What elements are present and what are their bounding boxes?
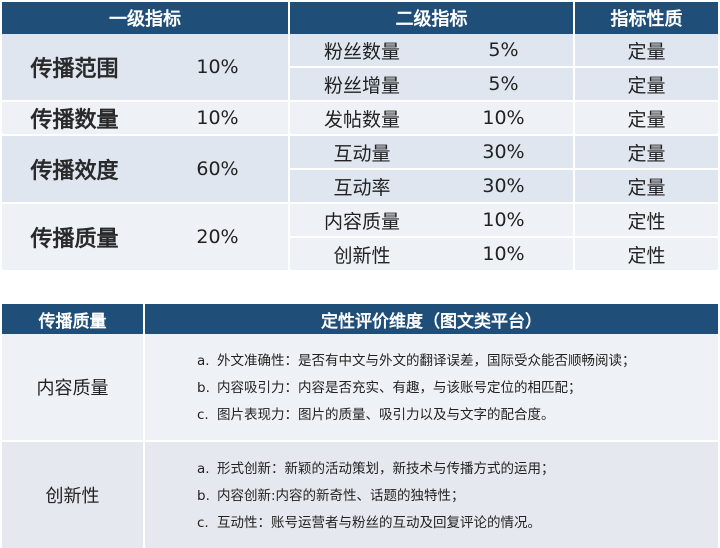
item-text: 内容创新:内容的新奇性、话题的独特性；	[217, 487, 465, 504]
list-item: b. 内容吸引力：内容是否充实、有趣，与该账号定位的相匹配；	[197, 375, 718, 402]
level1-weight: 60%	[147, 135, 289, 204]
indicator-header-row: 一级指标 二级指标 指标性质	[2, 2, 718, 34]
list-item: c. 互动性：账号运营者与粉丝的互动及回复评论的情况。	[197, 510, 718, 537]
level2-name: 粉丝增量	[288, 67, 434, 102]
level2-nature: 定性	[573, 203, 718, 238]
table-row: 互动率 30% 定量	[2, 169, 718, 204]
level2-weight: 30%	[434, 135, 574, 170]
table-row: 传播效度 60% 互动量 30% 定量	[2, 135, 718, 204]
table-row: 内容质量 a. 外文准确性：是否有中文与外文的翻译误差，国际受众能否顺畅阅读； b…	[2, 334, 718, 442]
level2-name: 互动量	[288, 135, 434, 170]
item-text: 互动性：账号运营者与粉丝的互动及回复评论的情况。	[217, 514, 541, 531]
level2-weight: 5%	[434, 67, 574, 102]
level2-name: 互动率	[288, 169, 434, 204]
level2-nature: 定性	[573, 237, 718, 272]
level1-weight: 20%	[147, 203, 289, 272]
level2-weight: 30%	[434, 169, 574, 204]
header-level2: 二级指标	[289, 2, 575, 34]
level2-weight: 10%	[434, 101, 574, 136]
criteria-list: a. 形式创新：新颖的活动策划，新技术与传播方式的运用； b. 内容创新:内容的新奇…	[144, 441, 718, 548]
category-name: 创新性	[2, 441, 145, 548]
item-marker: a.	[197, 352, 210, 369]
level2-name: 粉丝数量	[288, 34, 434, 68]
category-name: 内容质量	[2, 334, 145, 442]
qualitative-dimension-table: 传播质量 定性评价维度（图文类平台） 内容质量 a. 外文准确性：是否有中文与外文…	[2, 304, 718, 548]
list-item: b. 内容创新:内容的新奇性、话题的独特性；	[197, 483, 718, 510]
item-marker: c.	[197, 406, 209, 423]
list-item: a. 外文准确性：是否有中文与外文的翻译误差，国际受众能否顺畅阅读；	[197, 348, 718, 375]
level1-name: 传播范围	[2, 34, 147, 102]
item-marker: c.	[197, 514, 209, 531]
item-marker: b.	[197, 379, 210, 396]
level2-weight: 10%	[434, 237, 574, 272]
level1-weight: 10%	[147, 101, 289, 136]
dimension-header-row: 传播质量 定性评价维度（图文类平台）	[2, 304, 718, 334]
level1-name: 传播质量	[2, 203, 147, 272]
indicator-table: 一级指标 二级指标 指标性质 传播范围 10% 粉丝数量 5% 定量 粉丝增量 …	[2, 2, 718, 272]
level2-name: 发帖数量	[288, 101, 434, 136]
item-marker: b.	[197, 487, 210, 504]
table-row: 传播数量 10% 发帖数量 10% 定量	[2, 101, 718, 136]
header-nature: 指标性质	[574, 2, 718, 34]
table-row: 创新性 10% 定性	[2, 237, 718, 272]
table-row: 粉丝增量 5% 定量	[2, 67, 718, 102]
item-text: 外文准确性：是否有中文与外文的翻译误差，国际受众能否顺畅阅读；	[217, 352, 636, 369]
level2-nature: 定量	[573, 34, 718, 68]
item-marker: a.	[197, 460, 210, 477]
level2-nature: 定量	[573, 67, 718, 102]
list-item: a. 形式创新：新颖的活动策划，新技术与传播方式的运用；	[197, 456, 718, 483]
level2-name: 内容质量	[288, 203, 434, 238]
item-text: 形式创新：新颖的活动策划，新技术与传播方式的运用；	[217, 460, 555, 477]
level1-name: 传播数量	[2, 101, 147, 136]
level2-weight: 5%	[434, 34, 574, 68]
table-row: 传播质量 20% 内容质量 10% 定性	[2, 203, 718, 272]
level1-name: 传播效度	[2, 135, 147, 204]
table-row: 传播范围 10% 粉丝数量 5% 定量	[2, 34, 718, 102]
level2-name: 创新性	[288, 237, 434, 272]
list-item: c. 图片表现力：图片的质量、吸引力以及与文字的配合度。	[197, 402, 718, 429]
header-level1: 一级指标	[2, 2, 290, 34]
level2-weight: 10%	[434, 203, 574, 238]
header-dimension: 定性评价维度（图文类平台）	[144, 304, 718, 334]
item-text: 内容吸引力：内容是否充实、有趣，与该账号定位的相匹配；	[217, 379, 582, 396]
level2-nature: 定量	[573, 169, 718, 204]
criteria-list: a. 外文准确性：是否有中文与外文的翻译误差，国际受众能否顺畅阅读； b. 内容吸引…	[144, 334, 718, 442]
item-text: 图片表现力：图片的质量、吸引力以及与文字的配合度。	[217, 406, 555, 423]
level1-weight: 10%	[147, 34, 289, 102]
header-category: 传播质量	[2, 304, 145, 334]
level2-nature: 定量	[573, 135, 718, 170]
table-row: 创新性 a. 形式创新：新颖的活动策划，新技术与传播方式的运用； b. 内容创新:内…	[2, 441, 718, 548]
level2-nature: 定量	[573, 101, 718, 136]
